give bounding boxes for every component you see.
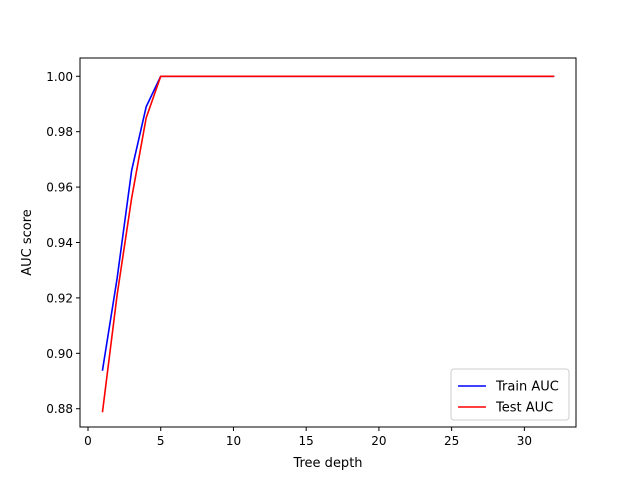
x-tick-label: 0: [84, 434, 92, 448]
series-layer: [101, 75, 555, 413]
y-tick-label: 0.96: [46, 181, 73, 195]
x-tick-label: 10: [226, 434, 241, 448]
x-axis-label: Tree depth: [292, 456, 362, 471]
y-axis-ticks: 0.88 0.90 0.92 0.94 0.96 0.98 1.00: [46, 70, 80, 416]
x-axis-ticks: 0 5 10 15 20 25 30: [84, 427, 532, 448]
y-tick-label: 0.94: [46, 236, 73, 250]
series-line-train-auc: [101, 75, 555, 371]
x-tick-label: 20: [371, 434, 386, 448]
series-line-test-auc: [101, 75, 555, 413]
x-tick-label: 5: [157, 434, 165, 448]
x-tick-label: 30: [517, 434, 532, 448]
x-tick-label: 25: [444, 434, 459, 448]
x-tick-label: 15: [299, 434, 314, 448]
y-tick-label: 0.92: [46, 291, 73, 305]
y-tick-label: 0.88: [46, 402, 73, 416]
legend: Train AUC Test AUC: [450, 368, 570, 421]
y-tick-label: 0.90: [46, 347, 73, 361]
y-axis-label: AUC score: [20, 209, 35, 276]
y-tick-label: 0.98: [46, 125, 73, 139]
y-tick-label: 1.00: [46, 70, 73, 84]
legend-label-test-auc: Test AUC: [495, 401, 553, 416]
legend-label-train-auc: Train AUC: [495, 380, 559, 395]
